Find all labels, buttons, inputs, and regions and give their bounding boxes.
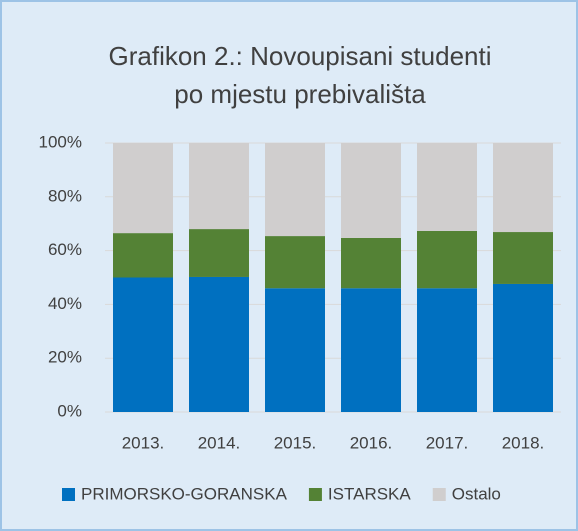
bar-segment [113,143,173,234]
x-tick-label: 2015. [274,433,317,452]
legend-label: ISTARSKA [328,484,411,503]
y-tick-label: 100% [39,132,82,151]
bar-segment [189,229,249,277]
legend-swatch [308,488,322,501]
bar-segment [189,276,249,412]
bar-segment [113,233,173,278]
y-tick-label: 60% [48,240,82,259]
bar-segment [341,288,401,412]
legend-swatch [62,488,75,501]
bar-segment [417,143,477,231]
x-tick-label: 2013. [122,433,165,452]
bar-segment [265,288,325,412]
legend-label: PRIMORSKO-GORANSKA [81,484,288,503]
bar-segment [341,237,401,289]
x-tick-label: 2014. [198,433,241,452]
bar-segment [493,232,553,284]
x-tick-label: 2018. [502,433,545,452]
bar-segment [493,143,553,233]
bar-segment [113,277,173,412]
x-tick-label: 2016. [350,433,393,452]
bar-segment [265,143,325,237]
legend-swatch [432,488,446,501]
chart-title: Grafikon 2.: Novoupisani studenti [109,41,492,71]
y-tick-label: 0% [57,401,82,420]
legend-label: Ostalo [452,484,501,503]
y-tick-label: 80% [48,186,82,205]
bar-segment [417,288,477,412]
bar-segment [189,143,249,230]
bar-segment [341,143,401,238]
y-tick-label: 20% [48,348,82,367]
y-tick-label: 40% [48,294,82,313]
bar-segment [417,230,477,289]
bar-segment [493,283,553,412]
chart-title: po mjestu prebivališta [174,79,426,109]
bar-segment [265,236,325,289]
x-tick-label: 2017. [426,433,469,452]
